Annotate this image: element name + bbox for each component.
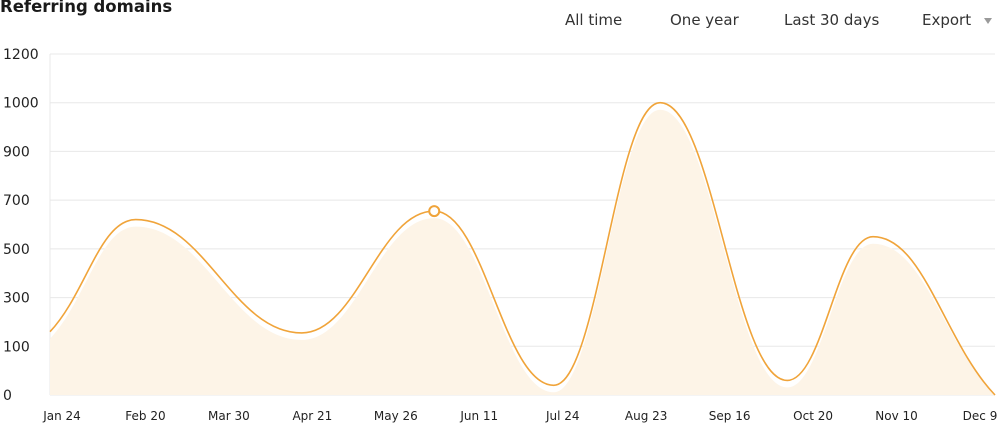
series-line <box>49 101 996 396</box>
x-tick-label: Jan 24 <box>42 409 81 423</box>
y-tick-label: 0 <box>3 388 12 404</box>
x-tick-label: May 26 <box>374 409 418 423</box>
y-tick-label: 700 <box>3 193 30 209</box>
x-tick-label: Apr 21 <box>292 409 332 423</box>
page-title: Referring domains <box>0 0 173 16</box>
one-year-button[interactable]: One year <box>670 11 739 29</box>
y-tick-label: 100 <box>3 339 30 355</box>
highlight-point[interactable] <box>428 205 441 218</box>
y-axis-ticks: 0 100 300 500 700 900 1000 1200 <box>3 47 39 404</box>
x-tick-label: Mar 30 <box>208 409 250 423</box>
x-axis-ticks: Jan 24 Feb 20 Mar 30 Apr 21 May 26 Jun 11 Jul … <box>42 409 997 423</box>
all-time-button[interactable]: All time <box>565 11 623 29</box>
x-tick-label: Sep 16 <box>709 409 751 423</box>
x-tick-label: Dec 9 <box>963 409 997 423</box>
x-tick-label: Oct 20 <box>793 409 833 423</box>
y-tick-label: 500 <box>3 242 30 258</box>
x-tick-label: Aug 23 <box>625 409 668 423</box>
toolbar: All time One year Last 30 days Export <box>0 11 997 31</box>
y-tick-label: 900 <box>3 144 30 160</box>
x-tick-label: Nov 10 <box>875 409 918 423</box>
last-30-days-button[interactable]: Last 30 days <box>784 11 880 29</box>
x-tick-label: Jul 24 <box>545 409 580 423</box>
x-tick-label: Feb 20 <box>125 409 165 423</box>
export-button[interactable]: Export <box>922 11 972 29</box>
y-tick-label: 1000 <box>3 96 39 112</box>
series-area-fill <box>50 109 995 395</box>
y-tick-label: 300 <box>3 291 30 307</box>
x-tick-label: Jun 11 <box>459 409 498 423</box>
y-tick-label: 1200 <box>3 47 39 63</box>
caret-down-icon[interactable] <box>984 18 992 24</box>
